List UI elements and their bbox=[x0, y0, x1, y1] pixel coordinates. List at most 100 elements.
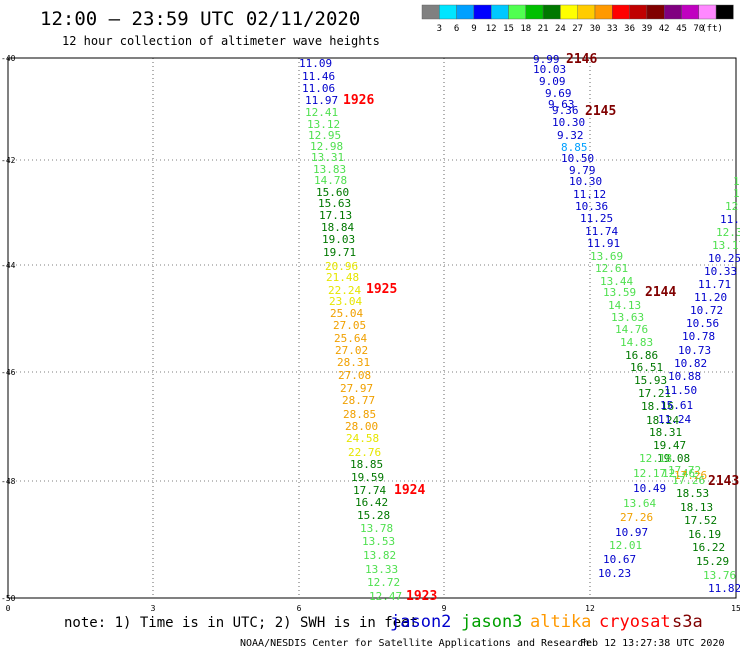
wave-height-value: 13.78 bbox=[360, 522, 393, 535]
wave-height-value: 17.21 bbox=[638, 387, 671, 400]
wave-height-value: 11.97 bbox=[305, 94, 338, 107]
y-tick-label: -48 bbox=[1, 477, 16, 486]
wave-height-value: 10.56 bbox=[686, 317, 719, 330]
pass-number-label: 1924 bbox=[394, 483, 425, 498]
scale-swatch bbox=[681, 4, 699, 20]
color-scale: 3 6 9 12 15 18 21 24 27 30 33 36 39 42 45 70(ft) bbox=[421, 4, 734, 34]
wave-height-value: 21.48 bbox=[326, 271, 359, 284]
scale-swatch bbox=[594, 4, 613, 20]
y-tick-label: -42 bbox=[1, 156, 16, 165]
wave-height-value: 27.08 bbox=[338, 369, 371, 382]
legend-item-jason3: jason3 bbox=[461, 612, 522, 632]
wave-height-value: 13 bbox=[733, 187, 740, 200]
wave-height-value: 10.25 bbox=[708, 252, 740, 265]
x-tick-label: 3 bbox=[151, 604, 156, 613]
wave-height-value: 9.36 bbox=[552, 104, 579, 117]
wave-height-value: 10.03 bbox=[533, 63, 566, 76]
wave-height-value: 11.46 bbox=[302, 70, 335, 83]
wave-height-value: 13.53 bbox=[362, 535, 395, 548]
footer-note: note: 1) Time is in UTC; 2) SWH is in fe… bbox=[64, 615, 418, 631]
wave-height-value: 27.05 bbox=[333, 319, 366, 332]
wave-height-value: 11.74 bbox=[585, 225, 618, 238]
scale-label: 21 bbox=[538, 24, 549, 34]
wave-height-value: 23.04 bbox=[329, 295, 362, 308]
scale-label: 36 bbox=[624, 24, 635, 34]
wave-height-value: 25.64 bbox=[334, 332, 367, 345]
scale-swatch bbox=[612, 4, 630, 20]
footer-timestamp: Feb 12 13:27:38 UTC 2020 bbox=[580, 638, 725, 649]
track-2143: 1131211.712.3913.1710.2510.3311.7111.201… bbox=[658, 175, 740, 595]
scale-swatch bbox=[629, 4, 648, 20]
wave-height-value: 17.26 bbox=[672, 474, 705, 487]
scale-swatch bbox=[664, 4, 682, 20]
scale-swatch bbox=[421, 4, 440, 20]
wave-height-value: 15.61 bbox=[660, 399, 693, 412]
wave-height-value: 14.78 bbox=[314, 174, 347, 187]
scale-label: 9 bbox=[471, 24, 476, 34]
wave-height-value: 9.79 bbox=[569, 164, 596, 177]
wave-height-value: 16.19 bbox=[688, 528, 721, 541]
wave-height-value: 18.31 bbox=[649, 426, 682, 439]
pass-number-label: 1926 bbox=[343, 93, 374, 108]
scale-swatch bbox=[577, 4, 596, 20]
wave-height-value: 11.50 bbox=[664, 384, 697, 397]
wave-height-value: 11.20 bbox=[694, 291, 727, 304]
wave-height-value: 11.82 bbox=[708, 582, 740, 595]
wave-height-value: 10.78 bbox=[682, 330, 715, 343]
pass-number-label: 1925 bbox=[366, 282, 397, 297]
wave-height-value: 13.17 bbox=[712, 239, 740, 252]
map-subtitle: 12 hour collection of altimeter wave hei… bbox=[62, 34, 380, 48]
wave-height-value: 17.74 bbox=[353, 484, 386, 497]
wave-height-value: 16.22 bbox=[692, 541, 725, 554]
wave-height-value: 27.26 bbox=[620, 511, 653, 524]
x-tick-label: 15 bbox=[731, 604, 740, 613]
wave-height-value: 19.08 bbox=[657, 452, 690, 465]
wave-height-value: 10.88 bbox=[668, 370, 701, 383]
pass-number-label: 2146 bbox=[566, 52, 597, 67]
wave-height-value: 22.76 bbox=[348, 446, 381, 459]
wave-height-value: 13.31 bbox=[311, 151, 344, 164]
wave-height-value: 17.13 bbox=[319, 209, 352, 222]
wave-height-value: 8.85 bbox=[561, 141, 588, 154]
scale-label: 6 bbox=[454, 24, 459, 34]
wave-height-value: 9.99 bbox=[533, 53, 560, 66]
wave-height-value: 11.12 bbox=[573, 188, 606, 201]
wave-height-value: 19.03 bbox=[322, 233, 355, 246]
scale-label: 42 bbox=[659, 24, 670, 34]
wave-height-value: 10.97 bbox=[615, 526, 648, 539]
wave-height-value: 12.47 bbox=[369, 590, 402, 603]
y-axis-ticks: -40 -42 -44 -46 -48 -50 bbox=[1, 54, 16, 603]
wave-height-value: 13.12 bbox=[307, 118, 340, 131]
wave-height-value: 12.61 bbox=[595, 262, 628, 275]
wave-height-value: 11.25 bbox=[580, 212, 613, 225]
wave-height-value: 13.64 bbox=[623, 497, 656, 510]
scale-label: 15 bbox=[503, 24, 514, 34]
wave-height-value: 9.63 bbox=[548, 98, 575, 111]
wave-height-value: 13.63 bbox=[611, 311, 644, 324]
scale-label: 45 bbox=[676, 24, 687, 34]
footer-credit: NOAA/NESDIS Center for Satellite Applica… bbox=[240, 638, 589, 649]
wave-height-value: 15.28 bbox=[357, 509, 390, 522]
wave-height-value: 11.24 bbox=[658, 413, 691, 426]
y-tick-label: -40 bbox=[1, 54, 16, 63]
scale-swatch bbox=[439, 4, 457, 20]
wave-height-value: 11.7 bbox=[720, 213, 740, 226]
wave-height-value: 10.67 bbox=[603, 553, 636, 566]
scale-label: 24 bbox=[555, 24, 566, 34]
wave-height-value: 11.71 bbox=[698, 278, 731, 291]
scale-swatch bbox=[646, 4, 665, 20]
wave-height-value: 9.32 bbox=[557, 129, 584, 142]
wave-height-value: 12.01 bbox=[609, 539, 642, 552]
wave-height-value: 16.51 bbox=[630, 361, 663, 374]
wave-height-value: 10.49 bbox=[633, 482, 666, 495]
wave-height-value: 19.71 bbox=[323, 246, 356, 259]
wave-height-value: 12.18 bbox=[639, 452, 672, 465]
track-1923-1926: 11.0911.4611.0611.9712.4113.1212.9512.98… bbox=[299, 57, 437, 604]
wave-height-value: 11.91 bbox=[587, 237, 620, 250]
x-tick-label: 9 bbox=[442, 604, 447, 613]
wave-height-value: 10.30 bbox=[552, 116, 585, 129]
wave-height-value: 12.98 bbox=[310, 140, 343, 153]
x-tick-label: 12 bbox=[585, 604, 595, 613]
wave-height-value: 16.42 bbox=[355, 496, 388, 509]
x-axis-ticks: 0 3 6 9 12 15 bbox=[6, 604, 740, 613]
